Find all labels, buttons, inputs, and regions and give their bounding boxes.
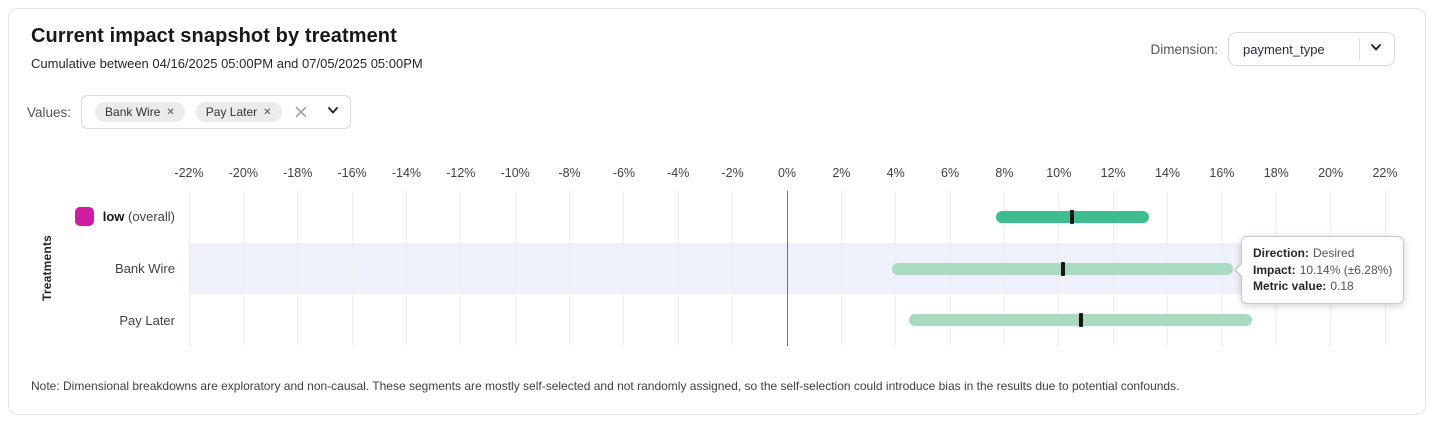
x-tick-label: -18% (283, 166, 313, 180)
row-label-low: low (overall) (9, 191, 175, 243)
dimension-selected-value: payment_type (1243, 41, 1325, 57)
values-filter: Values: Bank Wire ✕ Pay Later ✕ (27, 95, 352, 129)
tooltip-arrow (1234, 262, 1243, 278)
x-tick-label: 16% (1209, 166, 1235, 180)
x-tick-label: -14% (391, 166, 422, 180)
gridline (188, 191, 190, 346)
zero-line (786, 191, 788, 346)
tooltip-impact-value: 10.14% (±6.28%) (1299, 262, 1393, 277)
x-tick-label: 4% (886, 166, 905, 180)
x-tick-label: -4% (667, 166, 690, 180)
tooltip-metric-label: Metric value: (1253, 279, 1327, 293)
select-divider (1359, 38, 1360, 60)
date-range-subtitle: Cumulative between 04/16/2025 05:00PM an… (31, 56, 423, 71)
x-tick-label: -16% (337, 166, 367, 180)
x-tick-label: 2% (832, 166, 851, 180)
chart-tooltip: Direction: Desired Impact: 10.14% (±6.28%)… (1234, 236, 1405, 304)
value-chip-bank-wire[interactable]: Bank Wire ✕ (95, 102, 185, 122)
gridline (405, 191, 407, 346)
clear-values-icon[interactable] (293, 104, 309, 120)
x-tick-label: -2% (721, 166, 744, 180)
dimension-control: Dimension: payment_type (1150, 32, 1395, 66)
x-tick-label: -8% (558, 166, 581, 180)
gridline (840, 191, 842, 346)
x-tick-label: -12% (446, 166, 476, 180)
x-tick-label: -20% (228, 166, 258, 180)
x-tick-label: 14% (1155, 166, 1181, 180)
row-label-bank-wire: Bank Wire (115, 260, 175, 276)
remove-chip-icon[interactable]: ✕ (263, 106, 272, 118)
chevron-down-icon (1368, 39, 1384, 60)
gridline (297, 191, 299, 346)
gridline (242, 191, 244, 346)
x-tick-label: 12% (1100, 166, 1126, 180)
x-tick-label: 10% (1046, 166, 1072, 180)
impact-center-tick (1078, 313, 1083, 328)
x-tick-label: -22% (174, 166, 204, 180)
impact-chart-plot (188, 191, 1386, 346)
page-title: Current impact snapshot by treatment (31, 25, 397, 47)
values-label: Values: (27, 104, 72, 120)
tooltip-direction-row: Direction: Desired (1253, 245, 1392, 262)
impact-center-tick (1060, 261, 1065, 276)
x-tick-label: 22% (1372, 166, 1398, 180)
x-tick-label: 0% (777, 166, 797, 180)
gridline (460, 191, 462, 346)
chip-label: Bank Wire (105, 105, 161, 119)
gridline (514, 191, 516, 346)
chart-row-labels: low (overall) Bank Wire Pay Later (9, 191, 175, 346)
gridline (677, 191, 679, 346)
x-tick-label: 18% (1263, 166, 1289, 180)
tooltip-metric-row: Metric value: 0.18 (1253, 278, 1392, 295)
row-label-pay-later: Pay Later (119, 312, 175, 328)
x-tick-label: -10% (500, 166, 530, 180)
chip-label: Pay Later (205, 105, 258, 119)
x-tick-label: 8% (995, 166, 1014, 180)
impact-snapshot-card: Current impact snapshot by treatment Cum… (8, 8, 1426, 415)
tooltip-impact-label: Impact: (1253, 262, 1296, 277)
x-axis-labels: -22% -20% -18% -16% -14% -12% -10% -8% -6% -4% -2%… (9, 165, 1425, 181)
x-tick-label: 20% (1318, 166, 1344, 180)
impact-center-tick (1070, 209, 1075, 224)
x-tick-label: -6% (612, 166, 636, 180)
x-tick-label: 6% (941, 166, 960, 180)
dimension-select[interactable]: payment_type (1228, 32, 1395, 66)
chevron-down-icon[interactable] (325, 102, 341, 123)
gridline (732, 191, 734, 346)
legend-swatch-low (74, 207, 94, 227)
values-multiselect[interactable]: Bank Wire ✕ Pay Later ✕ (81, 95, 352, 129)
gridline (569, 191, 571, 346)
tooltip-metric-value: 0.18 (1330, 279, 1354, 293)
dimension-label: Dimension: (1150, 41, 1218, 57)
tooltip-direction-value: Desired (1313, 246, 1355, 260)
tooltip-direction-label: Direction: (1253, 246, 1310, 260)
footnote: Note: Dimensional breakdowns are explora… (31, 379, 1180, 393)
tooltip-impact-row: Impact: 10.14% (±6.28%) (1253, 262, 1392, 279)
gridline (351, 191, 353, 346)
value-chip-pay-later[interactable]: Pay Later ✕ (195, 102, 282, 122)
gridline (623, 191, 625, 346)
remove-chip-icon[interactable]: ✕ (166, 106, 175, 118)
